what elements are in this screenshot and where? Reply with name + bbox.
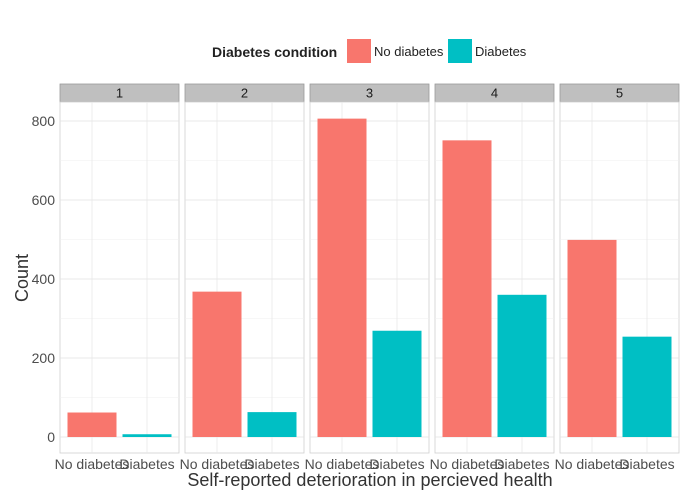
x-tick-label: No diabetes — [430, 456, 505, 472]
facet-strip-label: 2 — [241, 86, 248, 101]
legend-title: Diabetes condition — [212, 44, 337, 60]
x-axis-title: Self-reported deterioration in percieved… — [187, 470, 552, 490]
x-tick-label: Diabetes — [494, 456, 549, 472]
facet-strip-label: 1 — [116, 86, 123, 101]
bar-diabetes-2 — [247, 412, 297, 437]
bar-no-diabetes-5 — [567, 239, 617, 437]
bar-diabetes-5 — [622, 336, 672, 437]
bar-diabetes-1 — [122, 434, 172, 437]
y-tick-label: 600 — [32, 192, 56, 208]
facet-strip-label: 4 — [491, 86, 498, 101]
x-tick-label: Diabetes — [244, 456, 299, 472]
bar-diabetes-3 — [372, 330, 422, 437]
x-tick-label: No diabetes — [55, 456, 130, 472]
y-tick-label: 0 — [47, 429, 55, 445]
legend-swatch-diabetes — [448, 39, 472, 63]
bar-no-diabetes-3 — [317, 118, 367, 437]
y-axis: 0 200 400 600 800 — [32, 113, 56, 445]
bar-diabetes-4 — [497, 294, 547, 437]
legend-swatch-no-diabetes — [347, 39, 371, 63]
y-tick-label: 200 — [32, 350, 56, 366]
y-tick-label: 400 — [32, 271, 56, 287]
x-tick-label: Diabetes — [369, 456, 424, 472]
bar-no-diabetes-1 — [67, 412, 117, 437]
x-tick-label: Diabetes — [119, 456, 174, 472]
y-tick-label: 800 — [32, 113, 56, 129]
x-tick-label: No diabetes — [555, 456, 630, 472]
y-axis-title: Count — [12, 254, 32, 302]
facet-strip-label: 5 — [616, 86, 623, 101]
legend-label-diabetes: Diabetes — [475, 44, 527, 59]
panel-background — [59, 101, 180, 454]
x-tick-label: No diabetes — [180, 456, 255, 472]
bar-no-diabetes-4 — [442, 140, 492, 438]
bar-no-diabetes-2 — [192, 291, 242, 437]
x-tick-label: No diabetes — [305, 456, 380, 472]
legend: Diabetes condition No diabetes Diabetes — [212, 39, 527, 63]
x-tick-label: Diabetes — [619, 456, 674, 472]
legend-label-no-diabetes: No diabetes — [374, 44, 444, 59]
facet-strip-label: 3 — [366, 86, 373, 101]
